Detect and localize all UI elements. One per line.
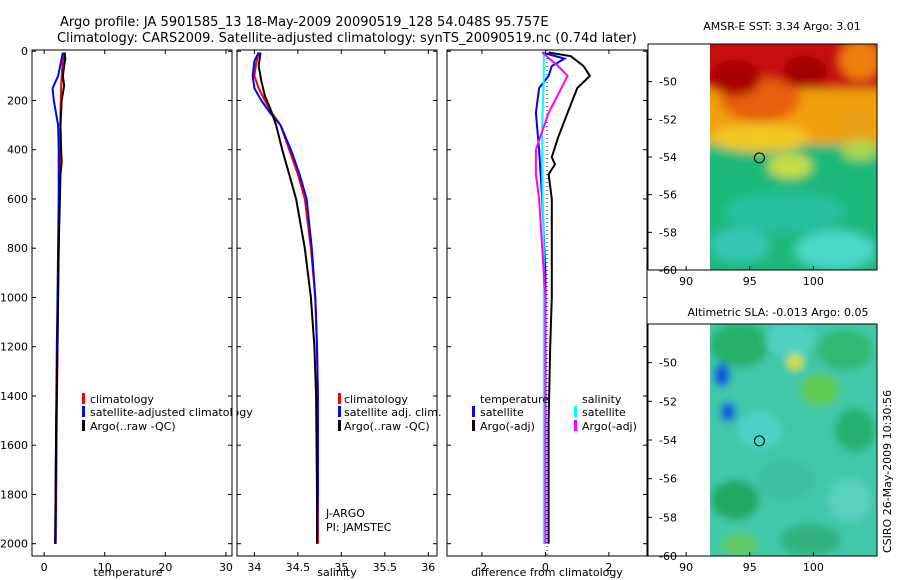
map-y-tick-label: -54 bbox=[659, 151, 677, 164]
salinity-xlabel: salinity bbox=[317, 566, 357, 579]
map-x-tick-label: 90 bbox=[679, 561, 693, 574]
series-satellite-adj-clim- bbox=[251, 52, 319, 544]
salinity-panel: 34 34.5 35 35.5 36 salinity climatology sate… bbox=[236, 49, 441, 579]
legend-swatch-temp-argo bbox=[472, 420, 475, 431]
annotation-pi: PI: JAMSTEC bbox=[326, 521, 392, 534]
sst-argo-location-marker bbox=[753, 152, 765, 164]
series-argo-raw-qc- bbox=[54, 52, 67, 544]
map-x-tick-label: 100 bbox=[803, 275, 824, 288]
map-y-tick-label: -54 bbox=[659, 434, 677, 447]
sla-field bbox=[710, 324, 877, 556]
series-temperature-satellite bbox=[534, 51, 568, 544]
y-tick-label: 600 bbox=[7, 193, 28, 206]
sla-map-panel: Altimetric SLA: -0.013 Argo: 0.05 bbox=[647, 306, 878, 574]
map-y-tick-label: -60 bbox=[659, 550, 677, 563]
x-tick-label: 35.5 bbox=[373, 561, 398, 574]
annotation-program: J-ARGO bbox=[325, 507, 365, 520]
map-y-tick-label: -58 bbox=[659, 226, 677, 239]
x-tick-label: 35 bbox=[334, 561, 348, 574]
sst-map-panel: AMSR-E SST: 3.34 Argo: 3.01 90 95 100 -50 -5… bbox=[647, 20, 878, 288]
legend-label-argo: Argo(..raw -QC) bbox=[344, 420, 430, 433]
y-tick-label: 2000 bbox=[0, 538, 28, 551]
legend-label-climatology: climatology bbox=[90, 393, 154, 406]
difference-xlabel: difference from climatology bbox=[471, 566, 623, 579]
series-temperature-argo-adj- bbox=[547, 51, 592, 544]
sla-map-title: Altimetric SLA: -0.013 Argo: 0.05 bbox=[688, 306, 869, 319]
map-y-tick-label: -52 bbox=[659, 395, 677, 408]
map-y-tick-label: -50 bbox=[659, 76, 677, 89]
x-tick-label: 36 bbox=[421, 561, 435, 574]
x-tick-label: 10 bbox=[98, 561, 112, 574]
temperature-axes-box bbox=[31, 49, 233, 557]
legend-swatch-temp-satellite bbox=[472, 406, 475, 417]
legend-header-temperature: temperature bbox=[480, 393, 549, 406]
legend-label-temp-argo: Argo(-adj) bbox=[480, 420, 535, 433]
legend-swatch-climatology bbox=[82, 393, 85, 404]
x-tick-label: 34 bbox=[247, 561, 261, 574]
legend-label-temp-satellite: satellite bbox=[480, 406, 524, 419]
legend-swatch-sal-argo bbox=[574, 420, 577, 431]
y-tick-label: 1600 bbox=[0, 439, 28, 452]
x-tick-label: 34.5 bbox=[286, 561, 311, 574]
map-x-tick-label: 90 bbox=[679, 275, 693, 288]
legend-swatch-argo bbox=[338, 420, 341, 431]
series-argo-raw-qc- bbox=[257, 52, 318, 544]
x-tick-label: -2 bbox=[476, 561, 487, 574]
figure-title-line2: Climatology: CARS2009. Satellite-adjuste… bbox=[57, 31, 637, 46]
temperature-xlabel: temperature bbox=[93, 566, 162, 579]
csiro-timestamp: CSIRO 26-May-2009 10:30:56 bbox=[881, 390, 894, 553]
legend-label-argo: Argo(..raw -QC) bbox=[90, 420, 176, 433]
sst-field bbox=[710, 44, 877, 270]
map-y-tick-label: -52 bbox=[659, 113, 677, 126]
y-tick-label: 800 bbox=[7, 242, 28, 255]
map-y-tick-label: -50 bbox=[659, 357, 677, 370]
map-x-tick-label: 100 bbox=[803, 561, 824, 574]
difference-panel: -2 0 2 difference from climatology tempera… bbox=[446, 49, 648, 579]
y-tick-label: 200 bbox=[7, 94, 28, 107]
difference-legend: temperature satellite Argo(-adj) salinit… bbox=[472, 393, 637, 433]
legend-swatch-satellite-adj bbox=[338, 406, 341, 417]
y-tick-label: 1200 bbox=[0, 341, 28, 354]
y-tick-label: 0 bbox=[21, 45, 28, 58]
series-salinity-argo-adj- bbox=[534, 51, 569, 544]
salinity-legend: climatology satellite adj. clim. Argo(..… bbox=[338, 393, 441, 433]
legend-label-sal-argo: Argo(-adj) bbox=[582, 420, 637, 433]
x-tick-label: 2 bbox=[605, 561, 612, 574]
y-tick-label: 1000 bbox=[0, 291, 28, 304]
legend-label-climatology: climatology bbox=[344, 393, 408, 406]
legend-swatch-argo bbox=[82, 420, 85, 431]
salinity-axes-box bbox=[236, 49, 438, 557]
map-y-tick-label: -58 bbox=[659, 511, 677, 524]
sst-map-title: AMSR-E SST: 3.34 Argo: 3.01 bbox=[703, 20, 861, 33]
x-tick-label: 20 bbox=[158, 561, 172, 574]
map-x-tick-label: 95 bbox=[743, 275, 757, 288]
legend-header-salinity: salinity bbox=[582, 393, 622, 406]
map-y-tick-label: -56 bbox=[659, 473, 677, 486]
y-tick-label: 1400 bbox=[0, 390, 28, 403]
panel-gap bbox=[233, 395, 237, 435]
y-tick-label: 400 bbox=[7, 144, 28, 157]
sla-argo-location-marker bbox=[753, 435, 765, 447]
series-climatology bbox=[253, 52, 319, 544]
y-tick-label: 1800 bbox=[0, 488, 28, 501]
figure-title-line1: Argo profile: JA 5901585_13 18-May-2009 … bbox=[60, 15, 549, 30]
temperature-panel: 0 10 20 30 0 200 400 600 800 1000 1200 1400 1600 1800… bbox=[0, 45, 253, 579]
x-tick-label: 30 bbox=[219, 561, 233, 574]
x-tick-label: 0 bbox=[41, 561, 48, 574]
map-y-tick-label: -60 bbox=[659, 264, 677, 277]
legend-swatch-sal-satellite bbox=[574, 406, 577, 417]
x-tick-label: 0 bbox=[542, 561, 549, 574]
map-y-tick-label: -56 bbox=[659, 189, 677, 202]
legend-swatch-satellite-adjusted bbox=[82, 406, 85, 417]
map-x-tick-label: 95 bbox=[743, 561, 757, 574]
legend-label-satellite-adj: satellite adj. clim. bbox=[344, 406, 441, 419]
legend-swatch-climatology bbox=[338, 393, 341, 404]
series-salinity-satellite bbox=[541, 52, 545, 544]
legend-label-sal-satellite: satellite bbox=[582, 406, 626, 419]
legend-label-satellite-adjusted: satellite-adjusted climatology bbox=[90, 406, 253, 419]
temperature-legend: climatology satellite-adjusted climatolo… bbox=[82, 393, 253, 433]
